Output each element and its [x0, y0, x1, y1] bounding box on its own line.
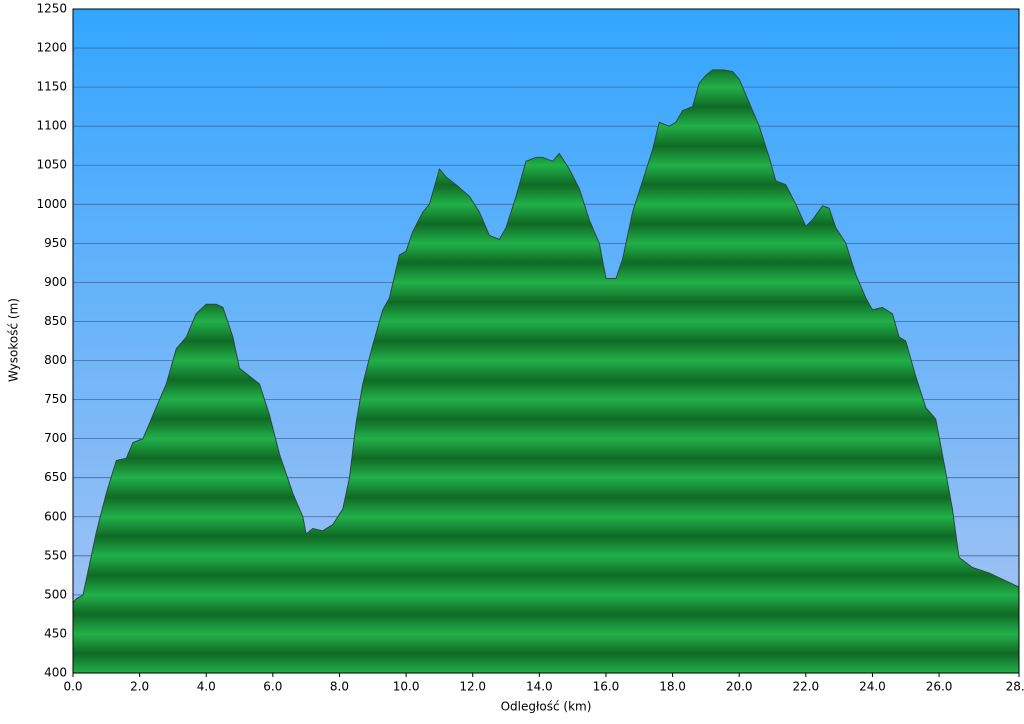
y-tick-label: 700 — [44, 431, 67, 445]
y-tick-label: 1000 — [36, 197, 67, 211]
x-tick-label: 22.0 — [792, 680, 819, 694]
x-tick-label: 6.0 — [263, 680, 282, 694]
y-tick-label: 650 — [44, 470, 67, 484]
x-tick-label: 10.0 — [393, 680, 420, 694]
x-tick-label: 20.0 — [726, 680, 753, 694]
y-tick-label: 550 — [44, 548, 67, 562]
x-tick-label: 24.0 — [859, 680, 886, 694]
plot-frame — [72, 8, 1020, 674]
x-tick-label: 0.0 — [63, 680, 82, 694]
elevation-area — [73, 69, 1019, 673]
x-tick-label: 18.0 — [659, 680, 686, 694]
y-tick-label: 1100 — [36, 119, 67, 133]
elevation-line — [72, 69, 1020, 604]
y-tick-label: 600 — [44, 509, 67, 523]
y-tick-label: 1250 — [36, 2, 67, 16]
x-tick-label: 12.0 — [459, 680, 486, 694]
x-tick-label: 8.0 — [330, 680, 349, 694]
y-tick-label: 950 — [44, 236, 67, 250]
y-tick-label: 900 — [44, 275, 67, 289]
y-tick-label: 850 — [44, 314, 67, 328]
y-tick-label: 1050 — [36, 158, 67, 172]
x-axis-label: Odległość (km) — [501, 700, 592, 714]
y-tick-label: 400 — [44, 666, 67, 680]
y-axis-label: Wysokość (m) — [7, 298, 21, 382]
x-tick-label: 26.0 — [926, 680, 953, 694]
y-tick-label: 750 — [44, 392, 67, 406]
y-tick-label: 450 — [44, 626, 67, 640]
y-tick-label: 800 — [44, 353, 67, 367]
x-tick-label: 4.0 — [197, 680, 216, 694]
y-tick-label: 1200 — [36, 41, 67, 55]
y-tick-label: 1150 — [36, 80, 67, 94]
x-tick-label: 2.0 — [130, 680, 149, 694]
y-tick-label: 500 — [44, 587, 67, 601]
x-tick-label: 14.0 — [526, 680, 553, 694]
x-tick-label: 28.4 — [1006, 680, 1024, 694]
x-tick-label: 16.0 — [593, 680, 620, 694]
